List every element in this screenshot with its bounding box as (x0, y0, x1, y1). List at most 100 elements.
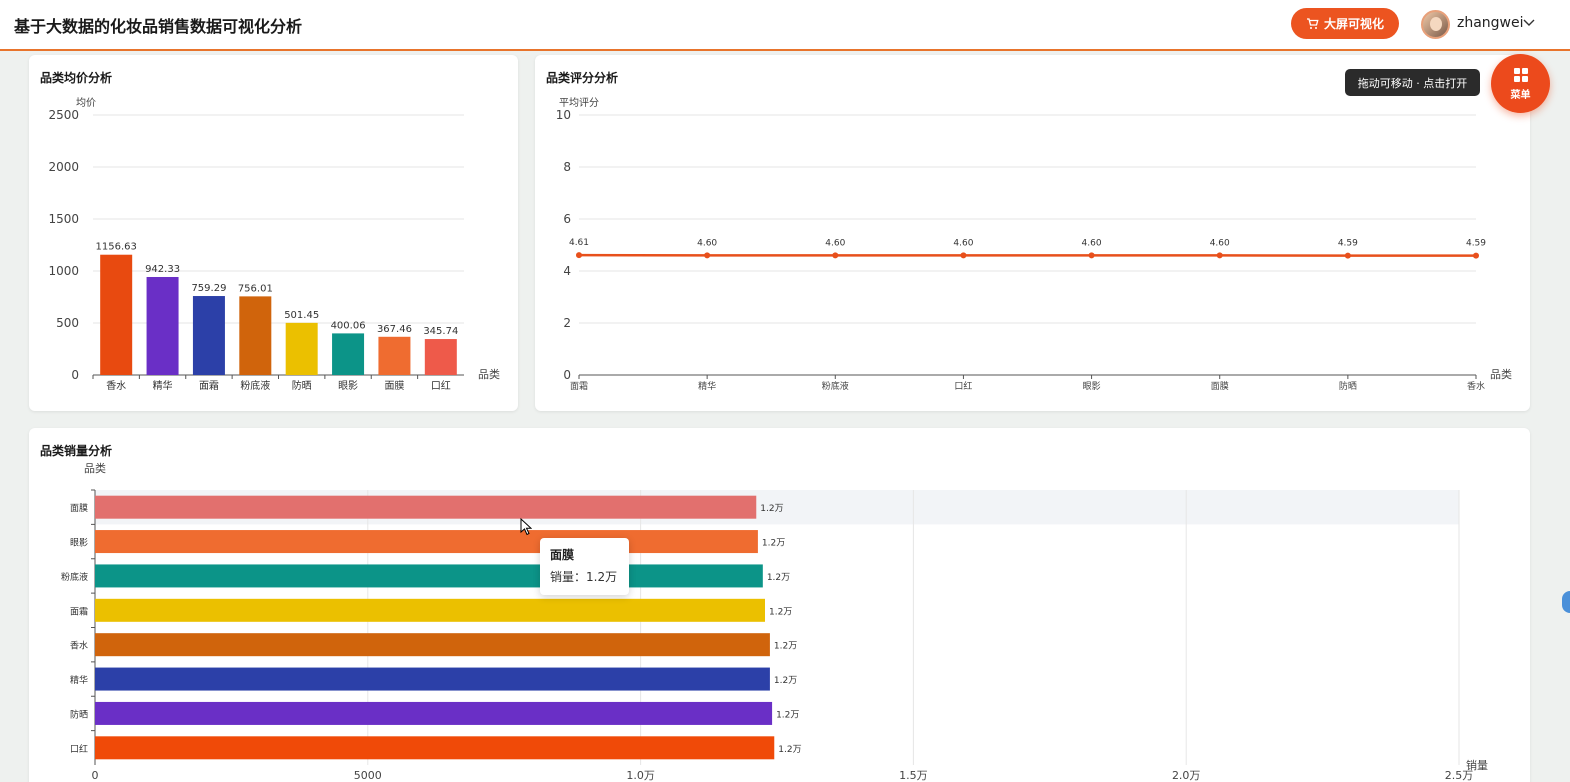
x-tick-label: 眼影 (338, 380, 358, 392)
x-axis-label: 品类 (1490, 367, 1512, 381)
bar-value-label: 1.2万 (778, 745, 801, 755)
x-tick-label: 精华 (153, 379, 173, 392)
y-tick-label: 口红 (70, 743, 88, 755)
x-tick-label: 精华 (698, 380, 716, 392)
y-tick-label: 香水 (70, 640, 88, 652)
bar (285, 322, 318, 375)
menu-fab-label: 菜单 (1510, 89, 1531, 101)
app-title: 基于大数据的化妆品销售数据可视化分析 (14, 17, 303, 36)
y-tick-label: 2 (563, 316, 571, 330)
line-point (1473, 252, 1479, 259)
side-scroll-handle[interactable] (1562, 591, 1570, 613)
y-tick-label: 面霜 (70, 606, 88, 617)
y-tick-label: 4 (563, 264, 571, 278)
x-tick-label: 5000 (354, 769, 382, 782)
bar-value-label: 345.74 (423, 326, 458, 337)
bar (332, 333, 365, 375)
x-tick-label: 面霜 (199, 380, 219, 392)
point-value-label: 4.61 (569, 238, 589, 248)
bar (95, 667, 770, 691)
bar-value-label: 1.2万 (774, 642, 797, 652)
y-tick-label: 面膜 (70, 503, 88, 514)
y-tick-label: 2000 (48, 160, 79, 174)
big-screen-button[interactable]: 大屏可视化 (1291, 8, 1399, 39)
y-tick-label: 防晒 (70, 708, 88, 720)
app-header: 基于大数据的化妆品销售数据可视化分析 大屏可视化 zhangwei (0, 0, 1570, 51)
y-tick-label: 1500 (48, 212, 79, 226)
bar-value-label: 1.2万 (774, 676, 797, 686)
x-tick-label: 2.5万 (1445, 769, 1474, 782)
bar-value-label: 1.2万 (769, 607, 792, 617)
x-tick-label: 防晒 (292, 379, 312, 392)
y-tick-label: 1000 (48, 264, 79, 278)
x-tick-label: 香水 (106, 380, 126, 392)
line-point (1088, 252, 1095, 259)
bar-value-label: 400.06 (331, 320, 366, 331)
cursor-icon (520, 518, 532, 536)
bar-value-label: 367.46 (377, 324, 412, 335)
cart-icon (1306, 17, 1319, 29)
bar-value-label: 942.33 (145, 264, 180, 275)
line-point (832, 252, 839, 259)
y-axis-label: 平均评分 (559, 97, 599, 109)
grid-icon (1513, 67, 1528, 82)
tooltip-value: 销量：1.2万 (550, 570, 618, 584)
x-tick-label: 眼影 (1083, 381, 1101, 392)
price-card: 品类均价分析 0 500 1000 1500 2000 2500 均价 品类 1156.63 香水… (29, 55, 518, 411)
point-value-label: 4.60 (1210, 238, 1230, 248)
y-axis-label: 均价 (76, 97, 96, 109)
x-tick-label: 2.0万 (1172, 769, 1201, 782)
bar-value-label: 1.2万 (762, 539, 785, 549)
bar (239, 296, 272, 375)
menu-fab-button[interactable]: 菜单 (1491, 54, 1550, 113)
bar-value-label: 756.01 (238, 283, 273, 294)
bar (95, 495, 757, 519)
y-tick-label: 眼影 (70, 538, 88, 549)
x-tick-label: 粉底液 (822, 380, 849, 392)
avatar[interactable] (1421, 10, 1450, 39)
point-value-label: 4.60 (953, 238, 973, 248)
chart-tooltip: 面膜 销量：1.2万 (540, 538, 629, 595)
bar-value-label: 1.2万 (776, 710, 799, 720)
x-tick-label: 防晒 (1339, 380, 1357, 392)
bar (192, 296, 225, 375)
point-value-label: 4.60 (825, 238, 845, 248)
username[interactable]: zhangwei (1457, 15, 1524, 31)
line-point (704, 252, 711, 259)
bar (378, 336, 411, 375)
point-value-label: 4.59 (1338, 239, 1358, 249)
bar (146, 276, 179, 375)
line-point (960, 252, 967, 259)
bar (95, 564, 763, 588)
chevron-down-icon[interactable] (1523, 19, 1535, 27)
x-axis-label: 品类 (478, 367, 500, 381)
big-screen-label: 大屏可视化 (1323, 17, 1384, 31)
bar (95, 633, 770, 657)
y-tick-label: 8 (563, 160, 571, 174)
y-tick-label: 6 (563, 212, 571, 226)
bar (95, 736, 775, 760)
bar-value-label: 1.2万 (760, 504, 783, 514)
y-tick-label: 0 (563, 368, 571, 382)
y-tick-label: 500 (56, 316, 79, 330)
sales-bar-chart: 0 5000 1.0万 1.5万 2.0万 2.5万品类销量1.2万面膜1.2万眼影1.2… (61, 461, 1488, 782)
point-value-label: 4.60 (1082, 238, 1102, 248)
rating-card: 品类评分分析 0 2 4 6 8 10 平均评分 品类 4.61 面霜 4.60 精华 4.60 粉底液 4… (535, 55, 1530, 411)
price-card-title: 品类均价分析 (40, 71, 113, 85)
y-tick-label: 0 (71, 368, 79, 382)
sales-card-title: 品类销量分析 (40, 444, 113, 458)
x-tick-label: 1.5万 (899, 769, 928, 782)
point-value-label: 4.59 (1466, 239, 1486, 249)
tooltip-title: 面膜 (550, 548, 575, 562)
bar (95, 701, 773, 725)
y-tick-label: 2500 (48, 108, 79, 122)
y-tick-label: 粉底液 (61, 571, 88, 583)
bar (95, 530, 758, 554)
y-axis-label: 品类 (84, 461, 106, 475)
bar-value-label: 759.29 (191, 283, 226, 294)
x-tick-label: 口红 (431, 379, 451, 392)
sales-card: 品类销量分析 0 5000 1.0万 1.5万 2.0万 2.5万 品类 销量 1.2万 面膜 1.… (29, 428, 1530, 782)
x-tick-label: 粉底液 (240, 379, 270, 392)
bar (100, 254, 133, 375)
point-value-label: 4.60 (697, 238, 717, 248)
